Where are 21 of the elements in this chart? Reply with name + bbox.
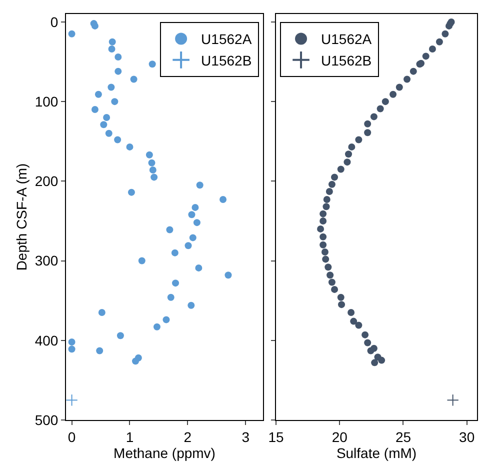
x-tick-label: 2 [184, 428, 192, 445]
x-axis-title: Sulfate (mM) [336, 445, 417, 462]
y-tick-label: 400 [34, 332, 58, 348]
y-tick-label: 100 [34, 93, 58, 110]
legend-label: U1562B [321, 52, 372, 68]
y-axis-title: Depth CSF-A (m) [13, 163, 30, 271]
x-axis-title: Methane (ppmv) [114, 445, 216, 462]
legend-label: U1562A [201, 31, 252, 48]
x-tick-label: 25 [395, 428, 412, 445]
x-tick-label: 15 [268, 428, 284, 445]
y-tick-label: 300 [34, 252, 58, 269]
x-tick-label: 3 [242, 428, 250, 445]
y-tick-label: 0 [50, 14, 58, 30]
x-tick-label: 0 [68, 428, 76, 445]
legend-label: U1562A [321, 31, 372, 48]
x-tick-label: 1 [126, 428, 134, 445]
y-tick-label: 200 [34, 173, 58, 190]
y-tick-label: 500 [34, 412, 58, 428]
legend-label: U1562B [201, 52, 252, 68]
x-tick-label: 20 [332, 428, 348, 445]
x-tick-label: 30 [459, 428, 475, 445]
